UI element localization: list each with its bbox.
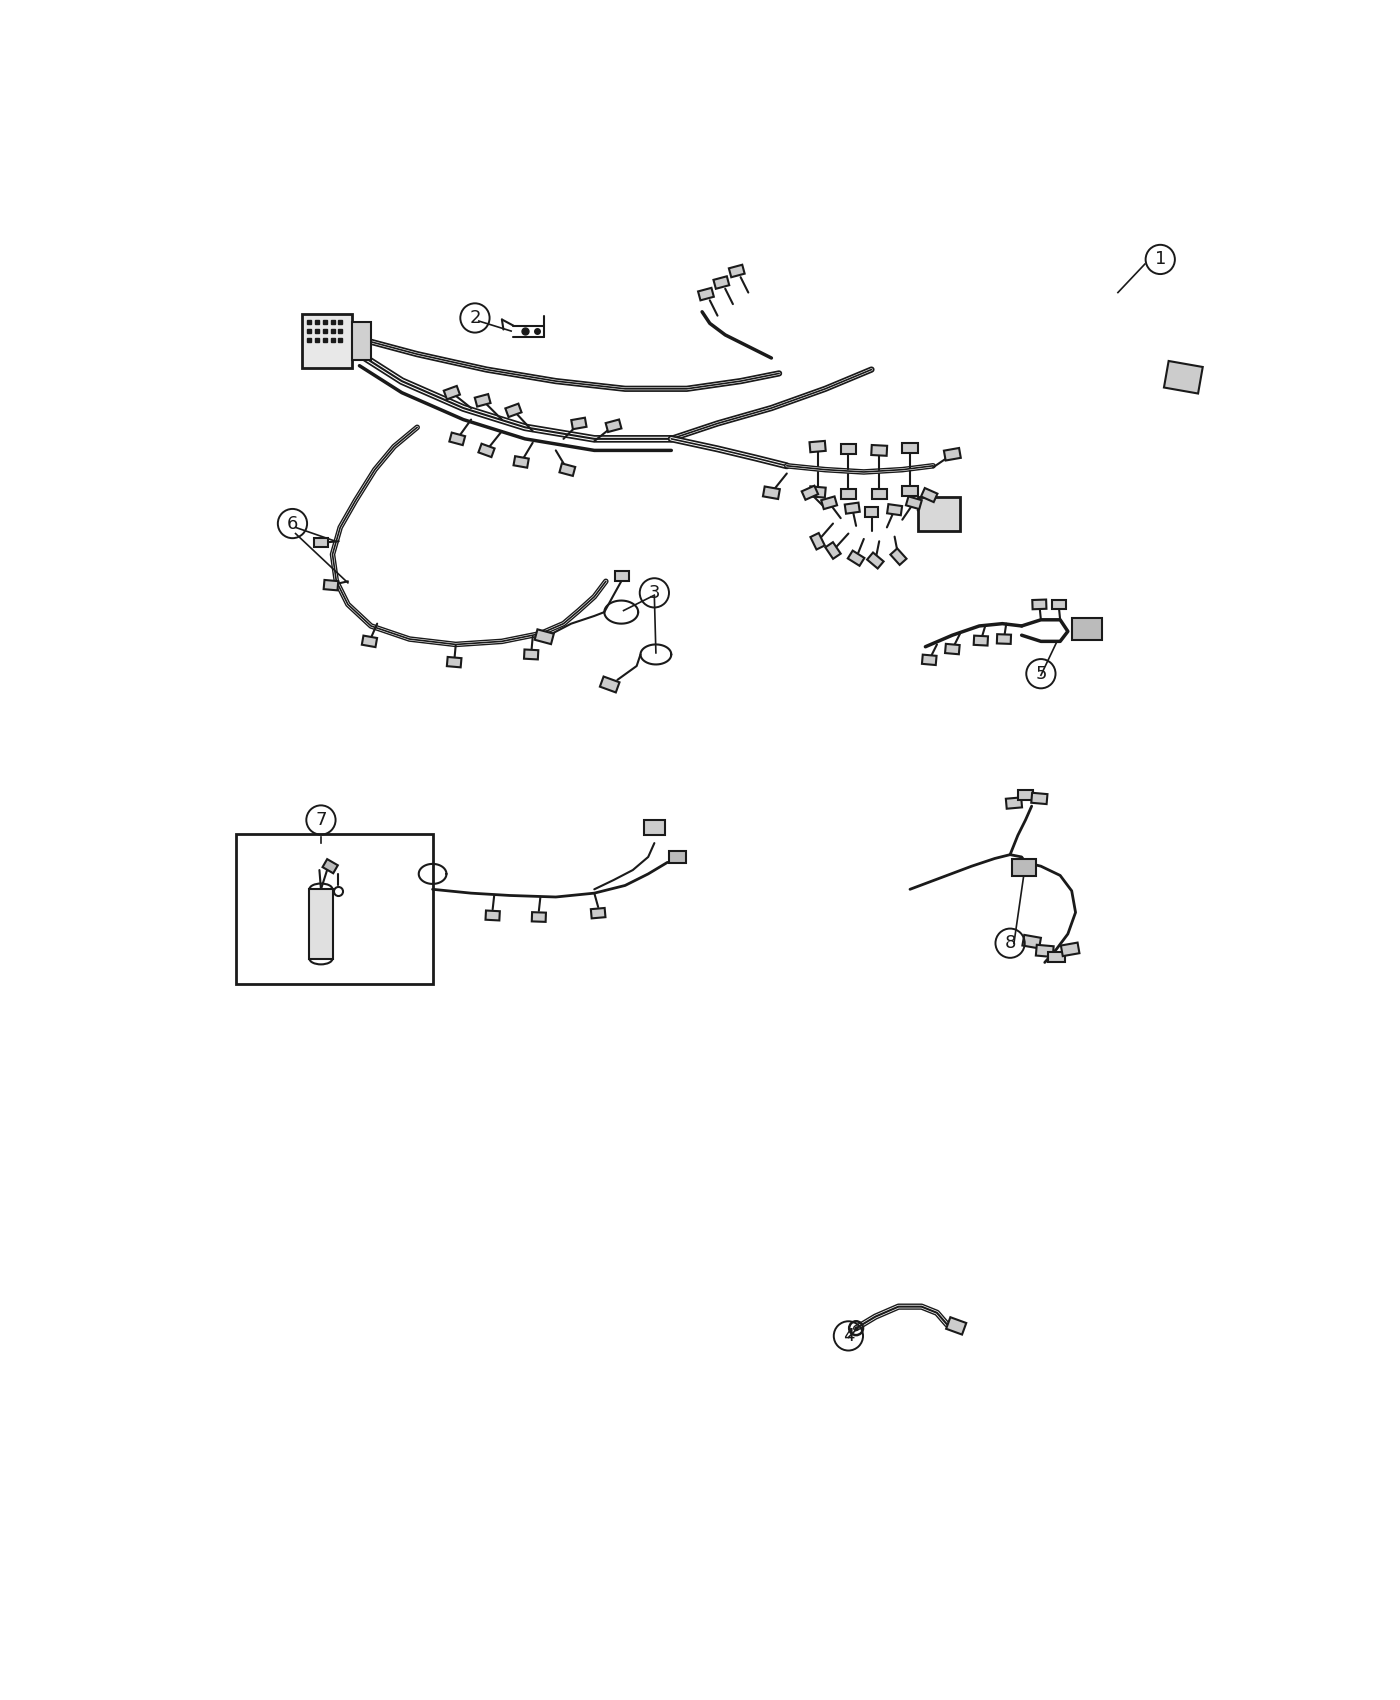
Bar: [871, 488, 888, 498]
Bar: [314, 539, 328, 547]
Bar: [1163, 360, 1203, 393]
Bar: [923, 654, 937, 665]
Bar: [449, 432, 465, 445]
Bar: [644, 819, 665, 835]
Bar: [599, 677, 620, 692]
Bar: [591, 908, 605, 918]
Bar: [867, 552, 883, 568]
Bar: [309, 889, 333, 959]
Bar: [532, 913, 546, 921]
Bar: [1072, 619, 1102, 639]
Bar: [1047, 952, 1065, 962]
Text: 2: 2: [469, 309, 480, 326]
Bar: [822, 496, 837, 508]
Bar: [809, 440, 826, 452]
Bar: [997, 634, 1011, 644]
Bar: [237, 835, 433, 984]
Bar: [514, 456, 529, 468]
Text: 1: 1: [1155, 250, 1166, 269]
Bar: [1036, 945, 1054, 957]
Bar: [714, 277, 729, 289]
Bar: [946, 1318, 966, 1334]
Bar: [1032, 600, 1046, 609]
Bar: [890, 549, 907, 564]
Bar: [809, 486, 826, 498]
Bar: [1022, 935, 1042, 949]
Bar: [1051, 600, 1065, 609]
Bar: [323, 580, 339, 590]
Bar: [888, 505, 902, 515]
Bar: [1018, 790, 1033, 801]
Text: 6: 6: [287, 515, 298, 532]
Bar: [865, 507, 878, 517]
Text: 3: 3: [648, 583, 661, 602]
Bar: [945, 644, 959, 654]
Bar: [802, 486, 818, 500]
Bar: [944, 449, 960, 461]
Bar: [322, 858, 337, 874]
Bar: [486, 911, 500, 920]
Bar: [302, 314, 351, 367]
Bar: [699, 287, 714, 301]
Bar: [844, 503, 860, 513]
Bar: [1012, 858, 1036, 876]
Bar: [918, 496, 960, 532]
Bar: [763, 486, 780, 500]
Bar: [447, 656, 462, 668]
Bar: [906, 496, 921, 508]
Bar: [505, 403, 522, 416]
Bar: [524, 649, 539, 660]
Bar: [902, 486, 918, 496]
Bar: [973, 636, 988, 646]
Text: 7: 7: [315, 811, 326, 830]
Text: 8: 8: [1004, 935, 1016, 952]
Bar: [1005, 797, 1022, 809]
Bar: [1032, 792, 1047, 804]
Bar: [848, 551, 864, 566]
Bar: [840, 444, 855, 454]
Bar: [840, 488, 855, 498]
Bar: [729, 265, 745, 277]
Bar: [444, 386, 461, 400]
Bar: [902, 444, 918, 454]
Bar: [871, 445, 888, 456]
Bar: [615, 571, 629, 580]
Bar: [560, 464, 575, 476]
Text: 5: 5: [1035, 665, 1047, 683]
Bar: [811, 534, 825, 549]
Bar: [669, 852, 686, 862]
Bar: [479, 444, 494, 457]
Bar: [1061, 942, 1079, 955]
Bar: [921, 488, 938, 502]
Bar: [475, 394, 490, 406]
Text: 4: 4: [843, 1328, 854, 1345]
Bar: [606, 420, 622, 432]
Bar: [825, 542, 841, 559]
Bar: [361, 636, 377, 648]
Bar: [535, 629, 554, 644]
Bar: [571, 418, 587, 428]
Bar: [351, 321, 371, 360]
